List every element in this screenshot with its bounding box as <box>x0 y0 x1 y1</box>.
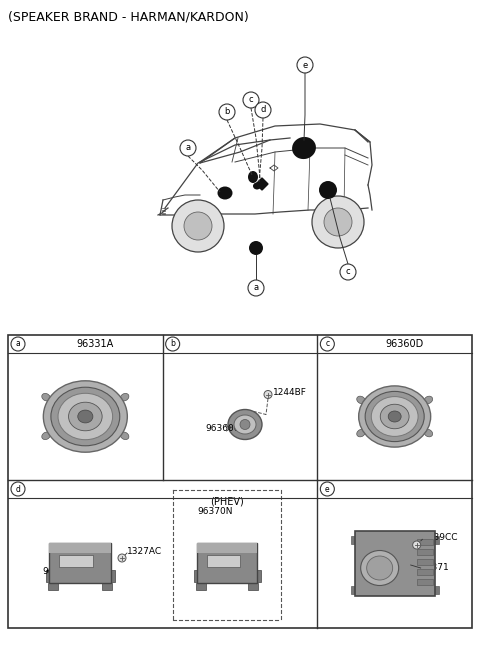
Ellipse shape <box>292 137 316 159</box>
Circle shape <box>180 140 196 156</box>
Bar <box>8 335 472 628</box>
Bar <box>431 586 439 594</box>
Ellipse shape <box>58 394 113 440</box>
Circle shape <box>172 200 224 252</box>
Text: e: e <box>302 60 308 70</box>
Ellipse shape <box>120 394 129 401</box>
Text: 96370N: 96370N <box>197 508 233 516</box>
Ellipse shape <box>253 182 261 190</box>
Ellipse shape <box>42 432 50 440</box>
Ellipse shape <box>248 171 258 183</box>
Ellipse shape <box>424 396 432 403</box>
Ellipse shape <box>234 415 256 434</box>
Circle shape <box>324 208 352 236</box>
Bar <box>194 569 200 582</box>
Circle shape <box>264 390 272 398</box>
Bar <box>109 569 115 582</box>
Bar <box>102 583 112 590</box>
Bar <box>207 555 240 567</box>
Text: 1339CC: 1339CC <box>423 533 458 541</box>
Circle shape <box>413 541 420 549</box>
Text: e: e <box>325 485 330 493</box>
Text: (SPEAKER BRAND - HARMAN/KARDON): (SPEAKER BRAND - HARMAN/KARDON) <box>8 10 249 23</box>
Ellipse shape <box>388 411 401 422</box>
Bar <box>48 583 58 590</box>
Text: 1327AC: 1327AC <box>127 546 162 556</box>
Circle shape <box>312 196 364 248</box>
Text: a: a <box>16 340 20 348</box>
Circle shape <box>219 104 235 120</box>
Ellipse shape <box>217 186 232 199</box>
Circle shape <box>320 337 335 351</box>
Bar <box>196 583 206 590</box>
Text: d: d <box>260 106 266 115</box>
Text: 96360U: 96360U <box>205 424 240 433</box>
Circle shape <box>240 419 250 430</box>
FancyBboxPatch shape <box>49 543 111 583</box>
Text: c: c <box>346 268 350 276</box>
Ellipse shape <box>51 387 120 446</box>
Text: (PHEV): (PHEV) <box>210 497 244 507</box>
Polygon shape <box>256 178 268 190</box>
Ellipse shape <box>367 556 393 580</box>
Circle shape <box>340 264 356 280</box>
Text: b: b <box>224 108 230 117</box>
Text: a: a <box>253 283 259 293</box>
Ellipse shape <box>357 429 365 437</box>
Ellipse shape <box>42 394 50 401</box>
FancyBboxPatch shape <box>197 543 257 583</box>
Bar <box>417 558 432 565</box>
Bar <box>49 543 111 553</box>
Text: d: d <box>15 485 21 493</box>
Bar <box>60 555 94 567</box>
Bar <box>351 535 359 544</box>
Ellipse shape <box>359 386 431 447</box>
Ellipse shape <box>365 392 424 441</box>
Circle shape <box>249 241 263 255</box>
FancyBboxPatch shape <box>355 531 435 596</box>
Text: c: c <box>325 340 329 348</box>
Ellipse shape <box>424 429 432 437</box>
Bar <box>417 579 432 584</box>
Circle shape <box>184 212 212 240</box>
Circle shape <box>243 92 259 108</box>
Circle shape <box>166 337 180 351</box>
Circle shape <box>248 280 264 296</box>
Bar <box>417 569 432 575</box>
Circle shape <box>11 482 25 496</box>
Text: 1244BF: 1244BF <box>273 388 307 397</box>
Circle shape <box>11 337 25 351</box>
Text: 96371: 96371 <box>420 564 449 573</box>
Bar <box>417 548 432 554</box>
Text: 96331A: 96331A <box>77 339 114 349</box>
Bar <box>46 569 52 582</box>
Bar <box>197 543 257 553</box>
Bar <box>255 569 261 582</box>
Bar <box>351 586 359 594</box>
Circle shape <box>297 57 313 73</box>
Ellipse shape <box>69 402 102 431</box>
Bar <box>431 535 439 544</box>
Bar <box>417 539 432 544</box>
Text: 96360D: 96360D <box>385 339 424 349</box>
Ellipse shape <box>360 550 399 586</box>
Bar <box>248 583 258 590</box>
Ellipse shape <box>380 404 409 429</box>
Circle shape <box>320 482 335 496</box>
Circle shape <box>255 102 271 118</box>
Text: c: c <box>249 96 253 104</box>
Circle shape <box>118 554 126 562</box>
Text: a: a <box>185 144 191 152</box>
Ellipse shape <box>43 380 127 452</box>
Ellipse shape <box>78 410 93 423</box>
Ellipse shape <box>120 432 129 440</box>
Ellipse shape <box>371 397 418 436</box>
Text: 96370N: 96370N <box>42 567 77 575</box>
Ellipse shape <box>357 396 365 403</box>
Text: b: b <box>170 340 175 348</box>
Circle shape <box>319 181 337 199</box>
Ellipse shape <box>228 409 262 440</box>
